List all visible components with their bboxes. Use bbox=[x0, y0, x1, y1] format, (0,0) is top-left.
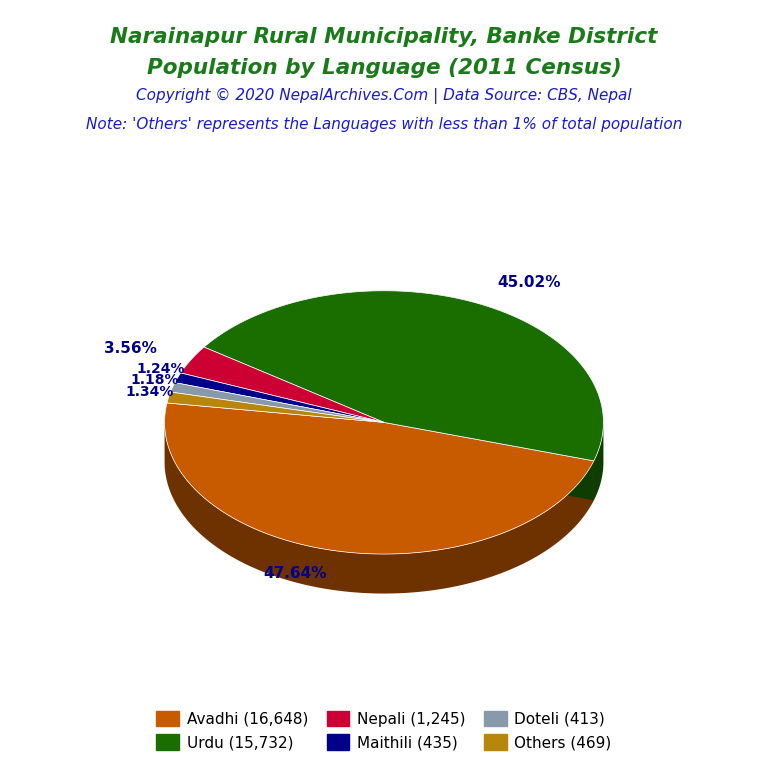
Text: 1.18%: 1.18% bbox=[131, 373, 179, 387]
Text: 1.34%: 1.34% bbox=[125, 386, 174, 399]
Text: 45.02%: 45.02% bbox=[497, 275, 561, 290]
Text: Copyright © 2020 NepalArchives.Com | Data Source: CBS, Nepal: Copyright © 2020 NepalArchives.Com | Dat… bbox=[136, 88, 632, 104]
Legend: Avadhi (16,648), Urdu (15,732), Nepali (1,245), Maithili (435), Doteli (413), Ot: Avadhi (16,648), Urdu (15,732), Nepali (… bbox=[151, 705, 617, 756]
Polygon shape bbox=[180, 347, 384, 422]
Polygon shape bbox=[384, 422, 594, 500]
Text: Narainapur Rural Municipality, Banke District: Narainapur Rural Municipality, Banke Dis… bbox=[111, 27, 657, 47]
Text: Population by Language (2011 Census): Population by Language (2011 Census) bbox=[147, 58, 621, 78]
Polygon shape bbox=[594, 422, 604, 500]
Polygon shape bbox=[204, 291, 604, 461]
Polygon shape bbox=[384, 422, 594, 500]
Text: Note: 'Others' represents the Languages with less than 1% of total population: Note: 'Others' represents the Languages … bbox=[86, 117, 682, 132]
Polygon shape bbox=[164, 403, 594, 554]
Text: 47.64%: 47.64% bbox=[263, 567, 327, 581]
Polygon shape bbox=[167, 392, 384, 422]
Text: 1.24%: 1.24% bbox=[136, 362, 185, 376]
Polygon shape bbox=[164, 422, 594, 594]
Text: 3.56%: 3.56% bbox=[104, 341, 157, 356]
Polygon shape bbox=[170, 382, 384, 422]
Polygon shape bbox=[175, 373, 384, 422]
